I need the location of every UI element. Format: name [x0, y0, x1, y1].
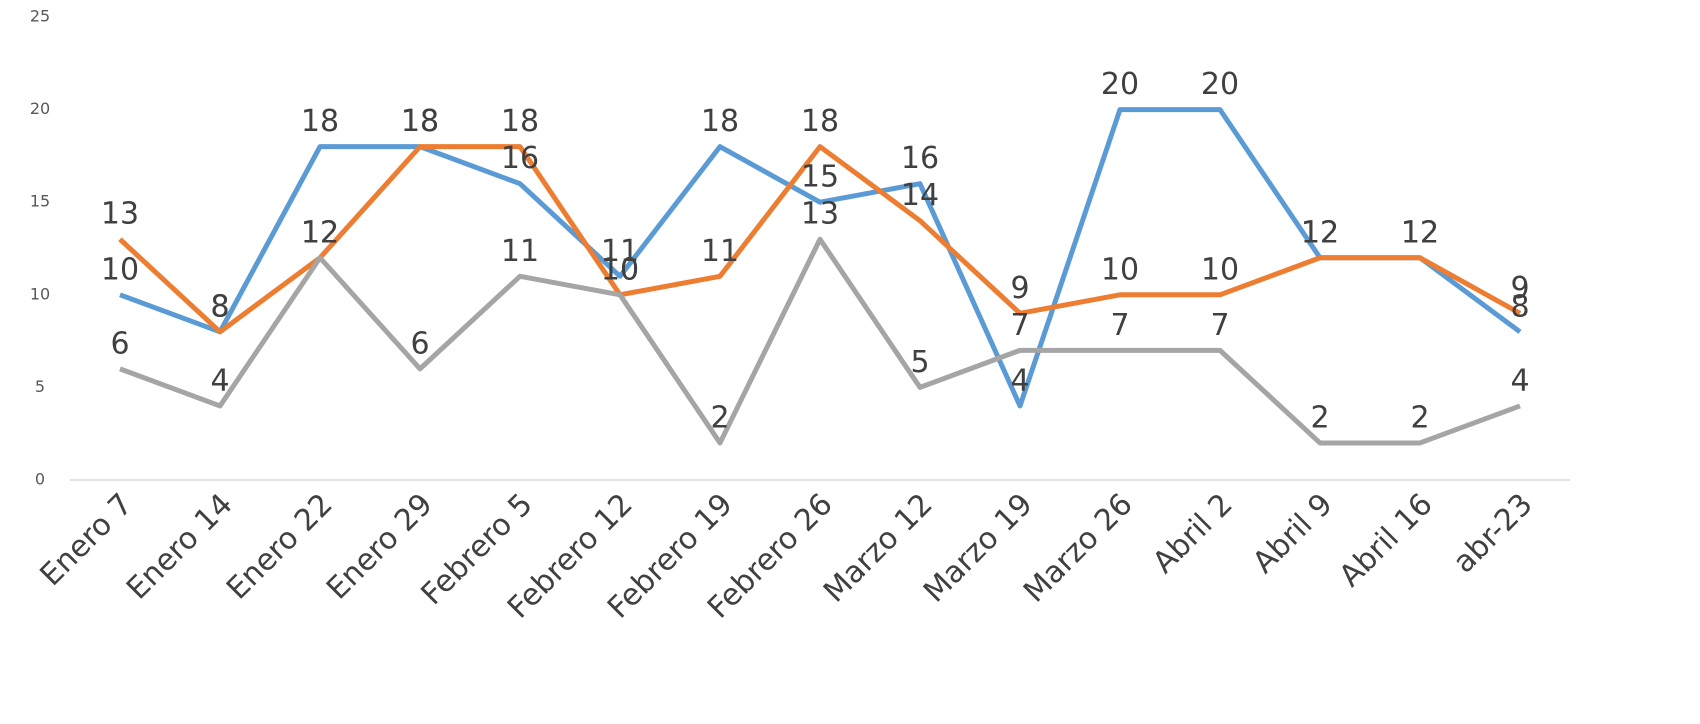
data-label: 9: [1510, 271, 1529, 306]
data-label: 18: [401, 104, 439, 139]
x-tick-label: Abril 16: [1333, 487, 1440, 594]
data-label: 5: [910, 345, 929, 380]
x-tick-label: Marzo 12: [817, 487, 940, 610]
series-line: [118, 144, 1522, 335]
data-label: 4: [1010, 363, 1029, 398]
data-label: 18: [801, 104, 839, 139]
series-line: [119, 107, 1522, 409]
data-label: 12: [301, 215, 339, 250]
data-label: 12: [301, 215, 339, 250]
data-label: 10: [1201, 252, 1239, 287]
data-label: 2: [1310, 400, 1329, 435]
data-label: 13: [101, 197, 139, 232]
data-label: 7: [1010, 308, 1029, 343]
data-label: 12: [1301, 215, 1339, 250]
data-label: 9: [1010, 271, 1029, 306]
y-tick-label: 25: [30, 7, 50, 26]
data-label: 2: [1410, 400, 1429, 435]
data-label: 10: [1101, 252, 1139, 287]
x-tick-label: Marzo 26: [1017, 487, 1140, 610]
x-tick-label: Abril 2: [1146, 487, 1239, 580]
data-label: 4: [1510, 363, 1529, 398]
data-label: 8: [210, 289, 229, 324]
data-label: 6: [110, 326, 129, 361]
data-label: 18: [701, 104, 739, 139]
data-label: 8: [1510, 289, 1529, 324]
y-tick-label: 5: [35, 377, 45, 396]
y-tick-label: 10: [30, 284, 50, 303]
data-label: 16: [901, 141, 939, 176]
data-label: 20: [1101, 67, 1139, 102]
data-label: 7: [1210, 308, 1229, 343]
data-label: 12: [1301, 215, 1339, 250]
x-tick-label: Marzo 19: [917, 487, 1040, 610]
data-label: 14: [901, 178, 939, 213]
data-label: 2: [710, 400, 729, 435]
series-line: [119, 236, 1521, 446]
data-label: 12: [1401, 215, 1439, 250]
data-label: 11: [701, 234, 739, 269]
y-tick-label: 0: [35, 470, 45, 489]
x-tick-label: abr-23: [1446, 487, 1539, 580]
data-label: 18: [501, 104, 539, 139]
data-label: 10: [101, 252, 139, 287]
data-label: 6: [410, 326, 429, 361]
data-label: 18: [301, 104, 339, 139]
y-tick-label: 15: [30, 192, 50, 211]
data-label: 7: [1110, 308, 1129, 343]
data-label: 11: [501, 234, 539, 269]
x-tick-label: Abril 9: [1246, 487, 1339, 580]
x-tick-label: Enero 22: [220, 487, 340, 607]
data-label: 10: [601, 252, 639, 287]
data-label: 10: [601, 252, 639, 287]
data-label: 15: [801, 160, 839, 195]
data-label: 4: [210, 363, 229, 398]
data-label: 12: [1401, 215, 1439, 250]
data-label: 13: [801, 197, 839, 232]
y-tick-label: 20: [30, 99, 50, 118]
data-label: 20: [1201, 67, 1239, 102]
data-label: 8: [210, 289, 229, 324]
data-label: 16: [501, 141, 539, 176]
data-label: 18: [401, 104, 439, 139]
x-tick-label: Enero 14: [120, 487, 240, 607]
data-label: 11: [601, 234, 639, 269]
